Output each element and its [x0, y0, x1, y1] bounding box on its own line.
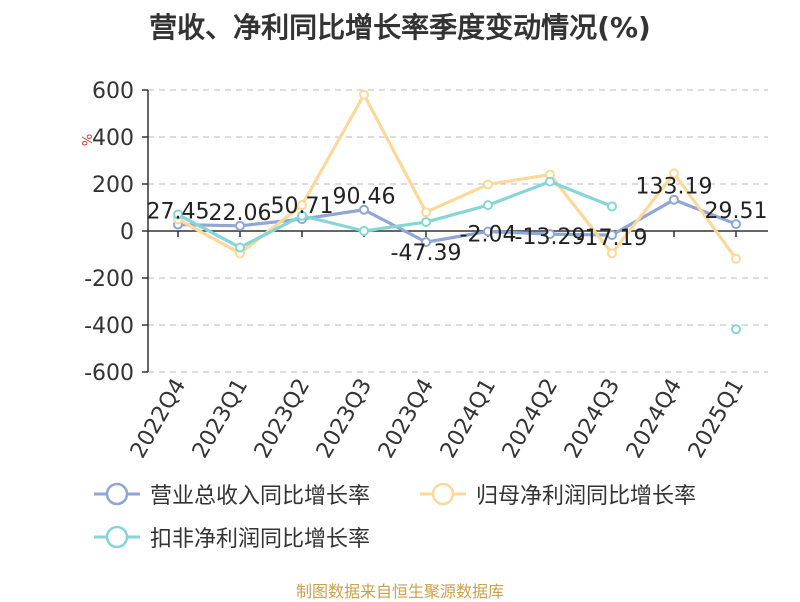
legend-marker-icon	[94, 525, 140, 549]
source-note: 制图数据来自恒生聚源数据库	[295, 582, 504, 601]
x-tick-label: 2023Q1	[188, 375, 253, 463]
data-point[interactable]	[607, 248, 617, 259]
chart-title: 营收、净利同比增长率季度变动情况(%)	[149, 11, 651, 44]
grid-lines	[148, 89, 768, 373]
legend-item-revenue[interactable]: 营业总收入同比增长率	[92, 478, 370, 510]
data-point[interactable]	[421, 207, 431, 218]
x-tick-label: 2024Q4	[622, 375, 687, 463]
data-point[interactable]	[483, 200, 493, 211]
y-tick-label: 200	[92, 173, 134, 198]
data-point[interactable]	[731, 219, 741, 230]
data-point[interactable]	[421, 217, 431, 228]
data-point[interactable]	[607, 201, 617, 212]
data-label: -2.04	[460, 222, 517, 247]
data-point[interactable]	[483, 226, 493, 237]
data-point[interactable]	[297, 210, 307, 221]
data-point[interactable]	[421, 237, 431, 248]
data-label: 27.45	[147, 200, 210, 225]
data-point[interactable]	[669, 194, 679, 205]
data-point[interactable]	[545, 229, 555, 240]
data-point[interactable]	[235, 242, 245, 253]
legend-label: 归母净利润同比增长率	[476, 484, 697, 509]
y-tick-label: 400	[92, 126, 134, 151]
data-point[interactable]	[235, 220, 245, 231]
x-tick-label: 2022Q4	[126, 375, 191, 463]
legend-label: 扣非净利润同比增长率	[150, 527, 371, 552]
data-point[interactable]	[669, 168, 679, 179]
legend-marker-icon	[420, 482, 466, 506]
x-tick-label: 2024Q1	[436, 375, 501, 463]
data-label: 50.71	[271, 194, 334, 219]
x-tick-label: 2023Q4	[374, 375, 439, 463]
data-point[interactable]	[359, 89, 369, 100]
y-tick-label: 0	[120, 220, 134, 245]
y-tick-label: 600	[92, 79, 134, 104]
x-tick-label: 2023Q2	[250, 375, 315, 463]
data-point[interactable]	[173, 209, 183, 220]
y-tick-label: -600	[84, 361, 134, 386]
data-point[interactable]	[483, 179, 493, 190]
data-label: -47.39	[391, 241, 462, 266]
data-point[interactable]	[731, 324, 741, 335]
legend-item-net-profit[interactable]: 归母净利润同比增长率	[418, 478, 696, 510]
series-line	[177, 198, 737, 244]
data-label: 90.46	[333, 185, 396, 210]
data-label: 22.06	[209, 201, 272, 226]
x-tick-label: 2023Q3	[312, 375, 377, 463]
series-line	[177, 180, 613, 250]
y-tick-label: -200	[84, 267, 134, 292]
data-point[interactable]	[359, 226, 369, 236]
data-labels: 27.45 22.06 50.71 90.46 -47.39-2.04-13.29-17…	[147, 175, 768, 266]
x-tick-label: 2024Q2	[498, 375, 563, 463]
y-tick-label: -400	[84, 314, 134, 339]
data-point[interactable]	[297, 200, 307, 211]
data-label: -17.19	[577, 226, 648, 251]
legend-marker-icon	[94, 482, 140, 506]
series	[173, 89, 741, 335]
data-label: 29.51	[705, 199, 768, 224]
data-point[interactable]	[359, 204, 369, 215]
data-point[interactable]	[607, 230, 617, 241]
data-label: -13.29	[515, 225, 586, 250]
data-label: 133.19	[636, 175, 713, 200]
y-axis-label: %	[81, 134, 96, 146]
data-point[interactable]	[545, 176, 555, 187]
x-tick-label: 2025Q1	[684, 375, 749, 463]
series-line	[177, 93, 738, 260]
x-tick-label: 2024Q3	[560, 375, 625, 463]
legend-item-deducted-profit[interactable]: 扣非净利润同比增长率	[92, 521, 370, 553]
data-point[interactable]	[731, 253, 741, 264]
legend-label: 营业总收入同比增长率	[150, 484, 371, 509]
